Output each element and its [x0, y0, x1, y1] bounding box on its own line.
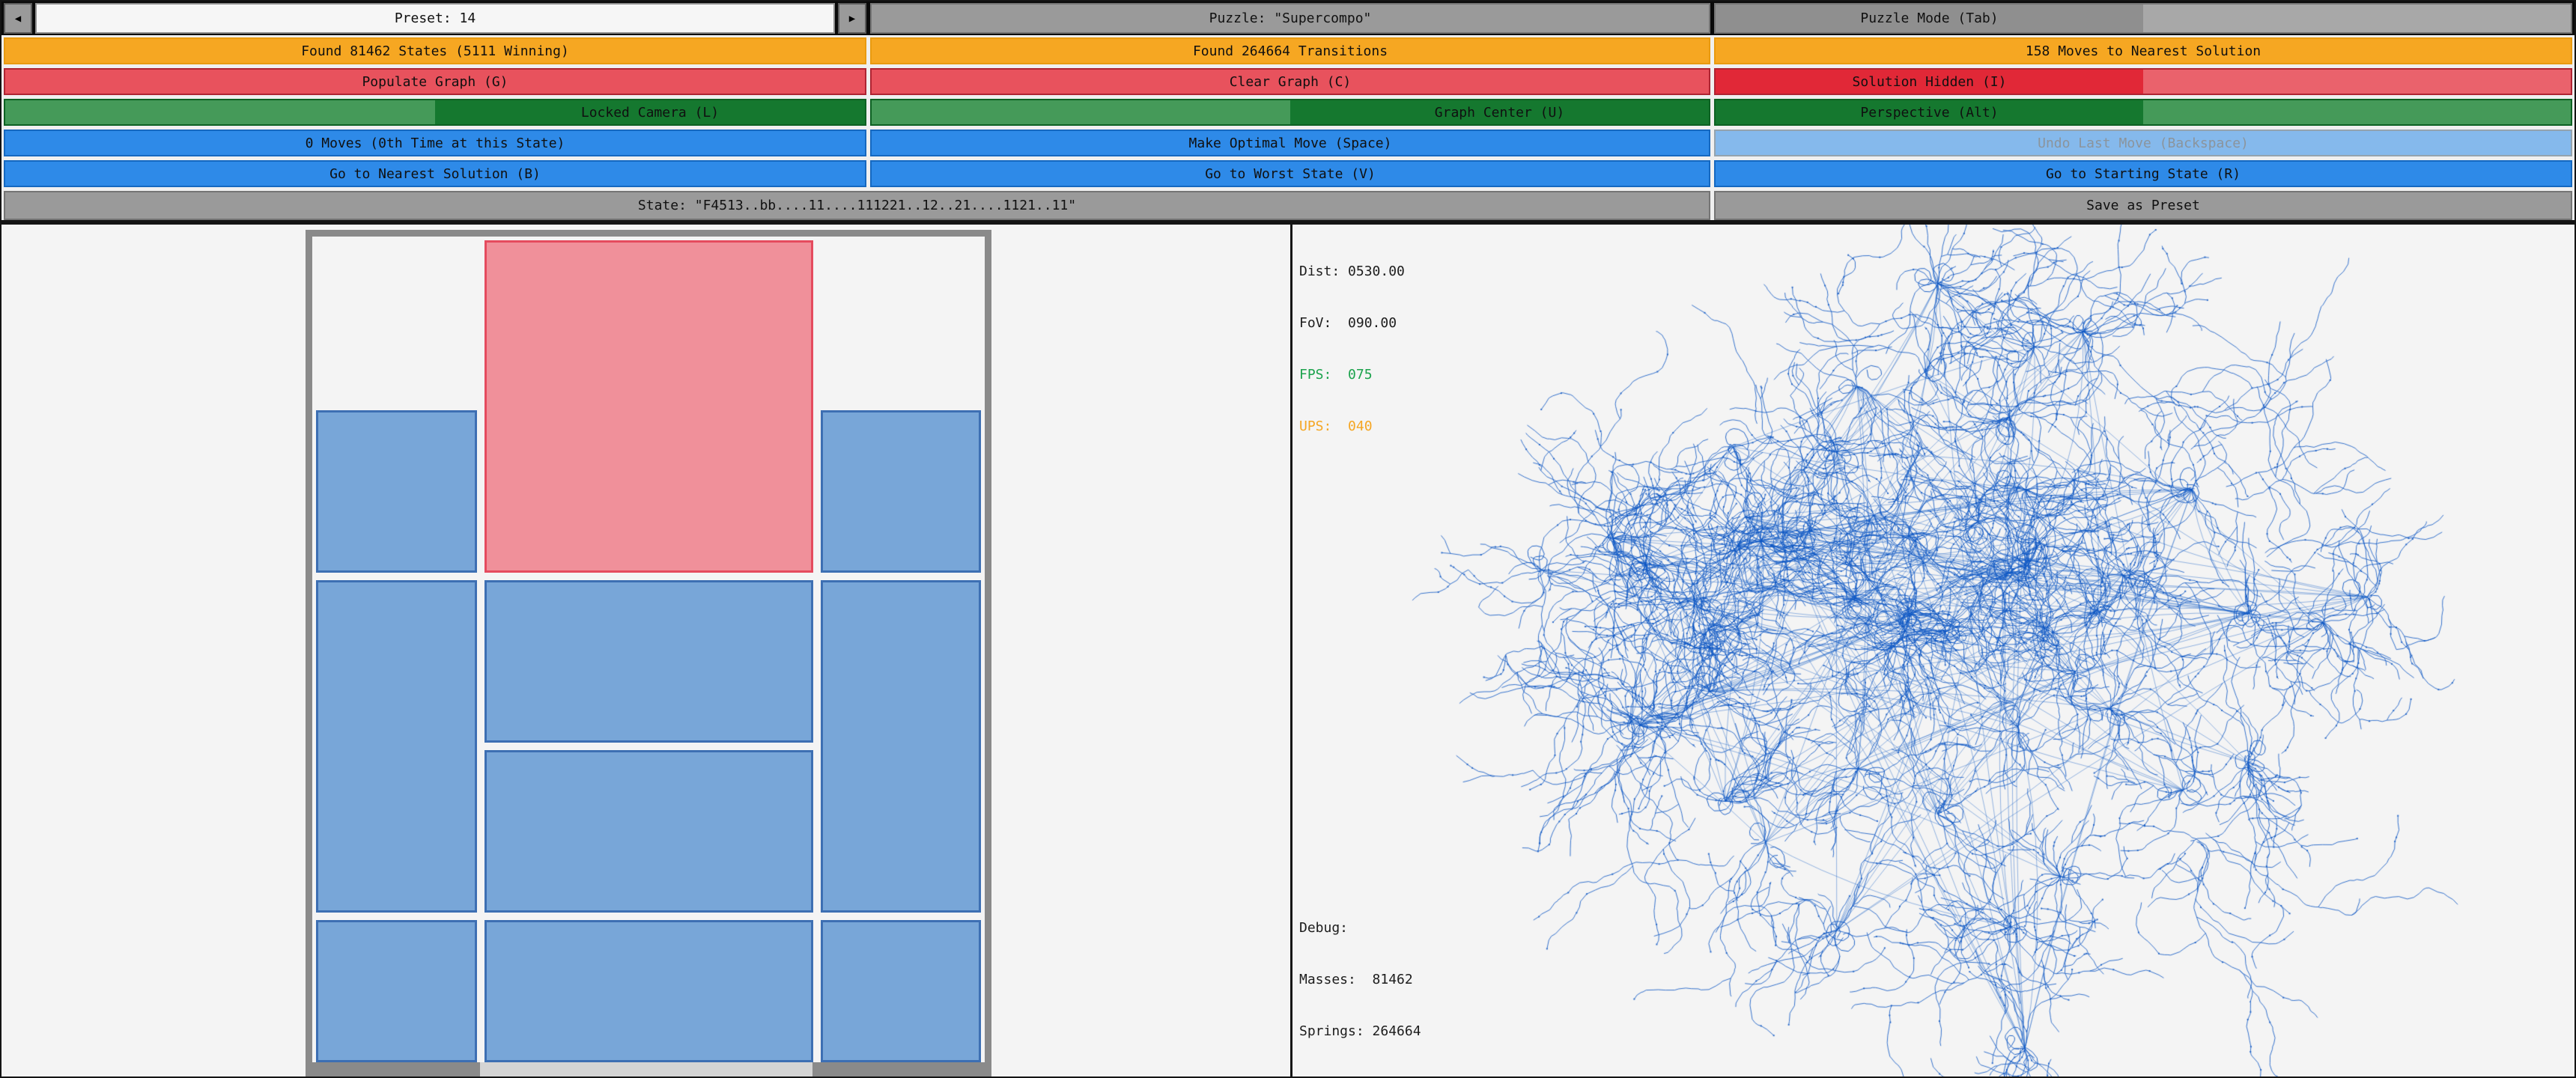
- preset-next-button[interactable]: ▶: [838, 3, 866, 34]
- graph-center-toggle-label: Graph Center (U): [1290, 100, 1709, 124]
- hud-fps: FPS: 075: [1299, 367, 1373, 383]
- puzzle-block-target[interactable]: [484, 240, 813, 573]
- puzzle-mode-toggle[interactable]: Puzzle Mode (Tab): [1714, 3, 2572, 34]
- puzzle-board: [306, 230, 991, 1077]
- board-frame-left: [306, 230, 312, 1062]
- board-frame-bottom-right: [812, 1062, 991, 1077]
- solution-hidden-toggle[interactable]: Solution Hidden (I): [1714, 68, 2572, 95]
- puzzle-panel: [1, 225, 1290, 1077]
- perspective-toggle-label: Perspective (Alt): [1716, 100, 2143, 124]
- debug-title: Debug:: [1299, 920, 1349, 936]
- undo-last-move-button: Undo Last Move (Backspace): [1714, 130, 2572, 156]
- left-arrow-icon: ◀: [14, 12, 22, 25]
- populate-graph-button[interactable]: Populate Graph (G): [4, 68, 866, 95]
- puzzle-block[interactable]: [820, 410, 981, 573]
- toolbar-row-stats: Found 81462 States (5111 Winning) Found …: [1, 37, 2572, 64]
- toolbar-row-preset: ◀ Preset: 14 ▶ Puzzle: "Supercompo" Puzz…: [1, 3, 2572, 34]
- puzzle-name-button[interactable]: Puzzle: "Supercompo": [870, 3, 1710, 34]
- board-frame-top: [306, 230, 991, 237]
- locked-camera-toggle[interactable]: Locked Camera (L): [4, 99, 866, 126]
- content-area: Dist: 0530.00 FoV: 090.00 FPS: 075 UPS: …: [1, 225, 2575, 1077]
- perspective-toggle[interactable]: Perspective (Alt): [1714, 99, 2572, 126]
- go-nearest-solution-button[interactable]: Go to Nearest Solution (B): [4, 160, 866, 187]
- toolbar: ◀ Preset: 14 ▶ Puzzle: "Supercompo" Puzz…: [1, 1, 2575, 225]
- transitions-found-badge: Found 264664 Transitions: [870, 37, 1710, 64]
- panel-divider: [1290, 225, 1292, 1077]
- puzzle-block[interactable]: [484, 920, 813, 1062]
- hud-dist: Dist: 0530.00: [1299, 264, 1405, 279]
- toolbar-row-navigation: Go to Nearest Solution (B) Go to Worst S…: [1, 160, 2572, 187]
- toolbar-row-camera: Locked Camera (L) Graph Center (U) Persp…: [1, 99, 2572, 126]
- hud-fov: FoV: 090.00: [1299, 315, 1397, 331]
- preset-spinner: ◀ Preset: 14 ▶: [4, 3, 866, 34]
- locked-camera-toggle-label: Locked Camera (L): [435, 100, 865, 124]
- toolbar-row-graph-actions: Populate Graph (G) Clear Graph (C) Solut…: [1, 68, 2572, 95]
- go-worst-state-button[interactable]: Go to Worst State (V): [870, 160, 1710, 187]
- puzzle-mode-toggle-label: Puzzle Mode (Tab): [1716, 4, 2143, 32]
- clear-graph-button[interactable]: Clear Graph (C): [870, 68, 1710, 95]
- graph-panel: Dist: 0530.00 FoV: 090.00 FPS: 075 UPS: …: [1292, 225, 2575, 1077]
- camera-hud: Dist: 0530.00 FoV: 090.00 FPS: 075 UPS: …: [1299, 228, 1405, 469]
- state-string-display: State: "F4513..bb....11....111221..12..2…: [4, 191, 1710, 220]
- save-as-preset-button[interactable]: Save as Preset: [1714, 191, 2572, 220]
- move-counter-button: 0 Moves (0th Time at this State): [4, 130, 866, 156]
- states-found-badge: Found 81462 States (5111 Winning): [4, 37, 866, 64]
- puzzle-block[interactable]: [484, 750, 813, 913]
- toolbar-row-moves: 0 Moves (0th Time at this State) Make Op…: [1, 130, 2572, 156]
- solution-hidden-toggle-label: Solution Hidden (I): [1716, 70, 2143, 94]
- debug-springs: Springs: 264664: [1299, 1023, 1421, 1039]
- puzzle-block[interactable]: [316, 920, 477, 1062]
- make-optimal-move-button[interactable]: Make Optimal Move (Space): [870, 130, 1710, 156]
- puzzle-block[interactable]: [316, 410, 477, 573]
- moves-to-solution-badge: 158 Moves to Nearest Solution: [1714, 37, 2572, 64]
- board-frame-bottom-left: [306, 1062, 480, 1077]
- preset-field[interactable]: Preset: 14: [35, 3, 835, 34]
- graph-canvas[interactable]: [1292, 225, 2575, 1077]
- preset-prev-button[interactable]: ◀: [4, 3, 32, 34]
- toolbar-row-state: State: "F4513..bb....11....111221..12..2…: [1, 191, 2572, 220]
- puzzle-block[interactable]: [484, 580, 813, 743]
- right-arrow-icon: ▶: [848, 12, 856, 25]
- puzzle-block[interactable]: [820, 580, 981, 913]
- go-starting-state-button[interactable]: Go to Starting State (R): [1714, 160, 2572, 187]
- puzzle-block[interactable]: [820, 920, 981, 1062]
- board-exit-gap: [480, 1062, 812, 1077]
- debug-readout: Debug: Masses: 81462 Springs: 264664: [1299, 885, 1421, 1074]
- puzzle-block[interactable]: [316, 580, 477, 913]
- graph-center-toggle[interactable]: Graph Center (U): [870, 99, 1710, 126]
- hud-ups: UPS: 040: [1299, 418, 1373, 434]
- debug-masses: Masses: 81462: [1299, 972, 1413, 987]
- board-frame-right: [985, 230, 991, 1062]
